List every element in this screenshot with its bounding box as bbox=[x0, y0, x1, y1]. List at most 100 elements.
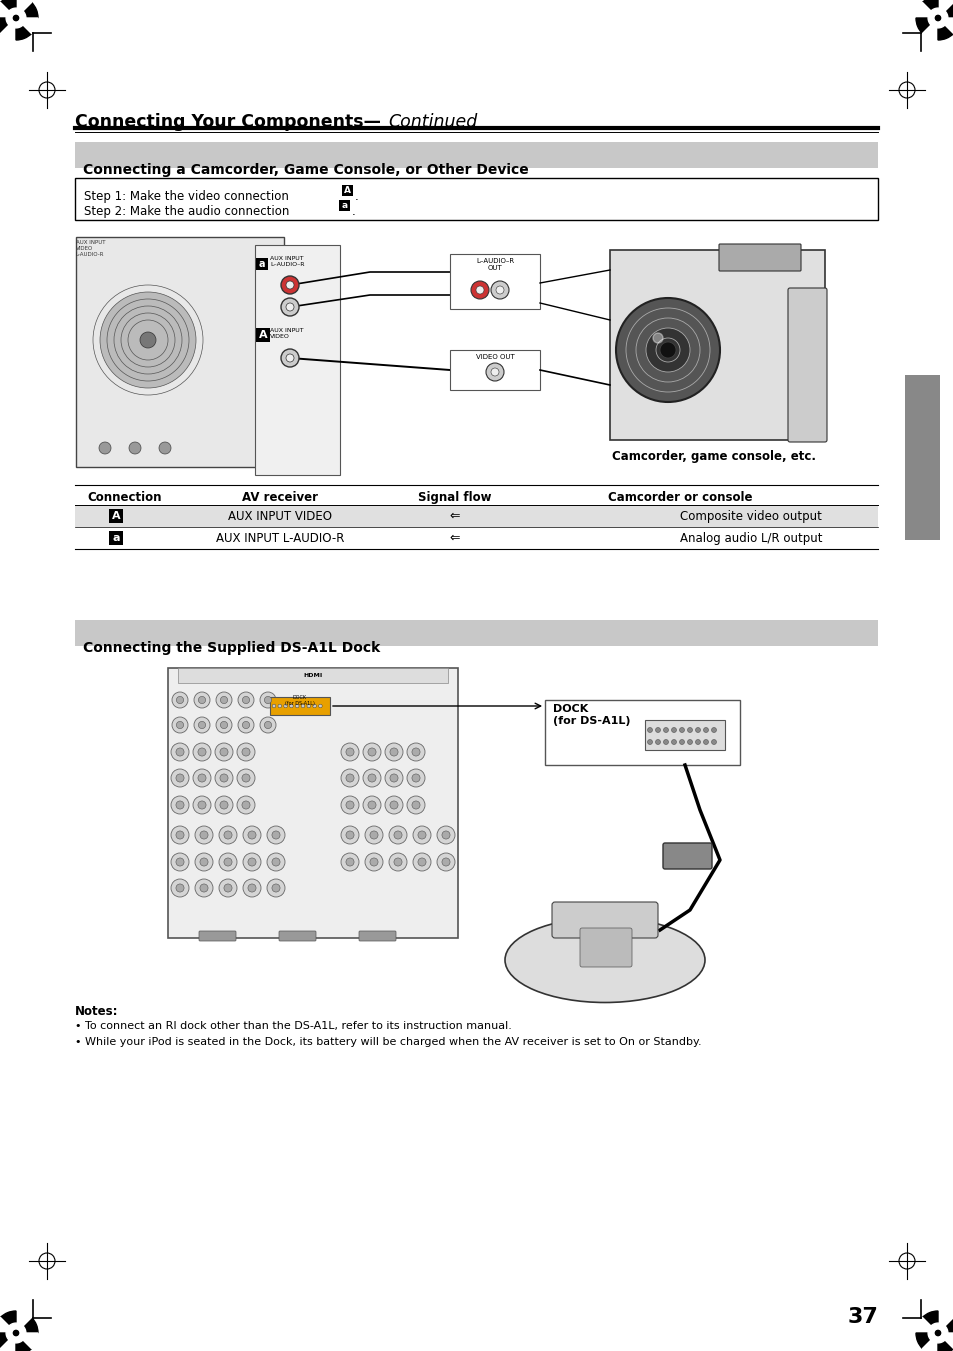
Circle shape bbox=[175, 801, 184, 809]
Circle shape bbox=[368, 748, 375, 757]
Circle shape bbox=[318, 704, 322, 708]
Circle shape bbox=[171, 769, 189, 788]
Circle shape bbox=[172, 717, 188, 734]
Circle shape bbox=[695, 739, 700, 744]
Text: VIDEO OUT: VIDEO OUT bbox=[476, 354, 514, 359]
Circle shape bbox=[485, 363, 503, 381]
Wedge shape bbox=[937, 18, 953, 41]
Circle shape bbox=[412, 774, 419, 782]
Circle shape bbox=[220, 748, 228, 757]
FancyBboxPatch shape bbox=[168, 667, 457, 938]
Circle shape bbox=[197, 801, 206, 809]
Text: Connecting the Supplied DS-A1L Dock: Connecting the Supplied DS-A1L Dock bbox=[83, 640, 380, 655]
Circle shape bbox=[286, 303, 294, 311]
Circle shape bbox=[248, 831, 255, 839]
FancyBboxPatch shape bbox=[254, 245, 339, 476]
Circle shape bbox=[340, 825, 358, 844]
FancyBboxPatch shape bbox=[75, 142, 877, 168]
Wedge shape bbox=[0, 1333, 16, 1348]
Circle shape bbox=[193, 717, 210, 734]
FancyBboxPatch shape bbox=[450, 254, 539, 309]
Circle shape bbox=[242, 721, 250, 728]
Circle shape bbox=[248, 884, 255, 892]
Text: ⇐: ⇐ bbox=[449, 532, 459, 544]
Circle shape bbox=[236, 743, 254, 761]
Wedge shape bbox=[937, 1317, 953, 1333]
Text: Step 1: Make the video connection: Step 1: Make the video connection bbox=[84, 190, 289, 203]
FancyBboxPatch shape bbox=[75, 505, 877, 527]
Circle shape bbox=[13, 1331, 19, 1336]
Circle shape bbox=[176, 721, 183, 728]
Circle shape bbox=[215, 717, 232, 734]
Circle shape bbox=[260, 692, 275, 708]
FancyBboxPatch shape bbox=[552, 902, 658, 938]
Circle shape bbox=[171, 825, 189, 844]
Text: HDMI: HDMI bbox=[303, 673, 322, 678]
Circle shape bbox=[243, 880, 261, 897]
Text: AUX INPUT VIDEO: AUX INPUT VIDEO bbox=[228, 509, 332, 523]
Circle shape bbox=[159, 442, 171, 454]
Wedge shape bbox=[915, 1317, 937, 1333]
Circle shape bbox=[655, 727, 659, 732]
Circle shape bbox=[927, 1323, 947, 1343]
Circle shape bbox=[272, 831, 280, 839]
Wedge shape bbox=[16, 3, 38, 18]
Wedge shape bbox=[0, 1317, 16, 1333]
Wedge shape bbox=[915, 1333, 937, 1348]
Circle shape bbox=[264, 696, 272, 704]
Circle shape bbox=[171, 880, 189, 897]
Wedge shape bbox=[937, 0, 953, 18]
Text: Camcorder, game console, etc.: Camcorder, game console, etc. bbox=[612, 450, 815, 463]
Circle shape bbox=[281, 349, 298, 367]
Text: DOCK
(for DS-A1L): DOCK (for DS-A1L) bbox=[285, 694, 314, 705]
FancyBboxPatch shape bbox=[109, 531, 123, 544]
Circle shape bbox=[934, 15, 940, 20]
Circle shape bbox=[679, 727, 684, 732]
Circle shape bbox=[412, 801, 419, 809]
Text: Step 2: Make the audio connection: Step 2: Make the audio connection bbox=[84, 205, 289, 218]
Circle shape bbox=[214, 743, 233, 761]
Circle shape bbox=[407, 743, 424, 761]
Circle shape bbox=[215, 692, 232, 708]
Circle shape bbox=[346, 858, 354, 866]
Circle shape bbox=[687, 739, 692, 744]
Wedge shape bbox=[16, 18, 38, 34]
Circle shape bbox=[417, 858, 426, 866]
Circle shape bbox=[194, 852, 213, 871]
FancyBboxPatch shape bbox=[75, 178, 877, 220]
Text: Notes:: Notes: bbox=[75, 1005, 118, 1019]
Circle shape bbox=[365, 825, 382, 844]
Circle shape bbox=[13, 15, 19, 20]
Text: AV receiver: AV receiver bbox=[242, 490, 317, 504]
FancyBboxPatch shape bbox=[719, 245, 801, 272]
Circle shape bbox=[237, 717, 253, 734]
Wedge shape bbox=[0, 3, 16, 18]
Circle shape bbox=[370, 831, 377, 839]
Circle shape bbox=[417, 831, 426, 839]
Text: Composite video output: Composite video output bbox=[679, 509, 821, 523]
Circle shape bbox=[363, 769, 380, 788]
Circle shape bbox=[655, 739, 659, 744]
Circle shape bbox=[659, 342, 676, 358]
Text: Signal flow: Signal flow bbox=[417, 490, 491, 504]
Text: A: A bbox=[258, 330, 267, 340]
Text: Connection: Connection bbox=[88, 490, 162, 504]
Circle shape bbox=[267, 825, 285, 844]
Circle shape bbox=[267, 852, 285, 871]
Circle shape bbox=[645, 328, 689, 372]
FancyBboxPatch shape bbox=[255, 258, 268, 270]
FancyBboxPatch shape bbox=[662, 843, 711, 869]
FancyBboxPatch shape bbox=[358, 931, 395, 942]
Circle shape bbox=[176, 696, 183, 704]
Text: Connecting Your Components—: Connecting Your Components— bbox=[75, 113, 380, 131]
Circle shape bbox=[363, 796, 380, 815]
Circle shape bbox=[647, 739, 652, 744]
Text: A: A bbox=[112, 511, 120, 521]
Circle shape bbox=[171, 743, 189, 761]
Circle shape bbox=[175, 831, 184, 839]
Circle shape bbox=[390, 774, 397, 782]
Circle shape bbox=[6, 1323, 26, 1343]
Circle shape bbox=[652, 332, 662, 343]
Text: ⇐: ⇐ bbox=[449, 509, 459, 523]
Circle shape bbox=[441, 831, 450, 839]
